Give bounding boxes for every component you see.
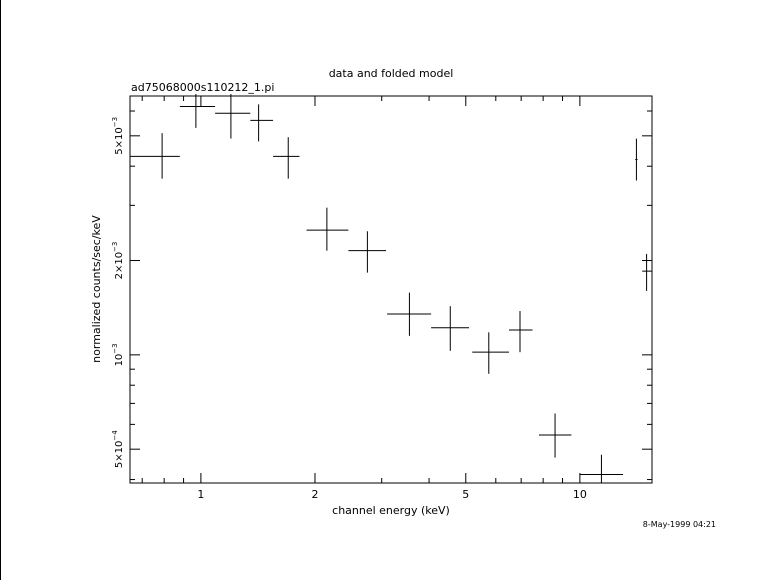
y-tick-mantissa: 10 <box>114 354 125 367</box>
x-tick-label: 5 <box>462 488 469 501</box>
x-tick-label: 10 <box>573 488 587 501</box>
chart-subtitle: ad75068000s110212_1.pi <box>131 81 274 94</box>
data-point <box>387 292 432 336</box>
y-tick-label: 2×10−3 <box>111 242 125 280</box>
axis-tick-labels: 1 2 5 105×10−410−32×10−35×10−3 <box>111 117 587 501</box>
y-tick-label-text: 10−3 <box>111 343 125 366</box>
data-points <box>130 93 652 483</box>
x-tick-label: 2 <box>311 488 318 501</box>
y-tick-exponent: −3 <box>111 117 119 127</box>
y-tick-label-text: 5×10−3 <box>111 117 125 155</box>
data-point <box>472 332 509 374</box>
y-tick-mantissa: 5×10 <box>114 441 125 468</box>
data-point <box>579 454 624 483</box>
data-point <box>642 253 652 291</box>
data-point <box>508 311 533 353</box>
data-point <box>250 104 274 142</box>
data-point <box>179 93 216 128</box>
y-tick-exponent: −3 <box>111 242 119 252</box>
data-point <box>348 231 387 273</box>
page-left-border <box>0 0 1 580</box>
data-point <box>130 133 180 179</box>
data-point <box>431 306 470 351</box>
data-point <box>215 93 251 139</box>
data-point <box>538 413 572 458</box>
plot-frame <box>129 95 653 484</box>
y-tick-label: 10−3 <box>111 343 125 366</box>
y-tick-mantissa: 5×10 <box>114 127 125 154</box>
axis-ticks <box>130 96 652 483</box>
data-point <box>635 138 638 181</box>
x-axis-label: channel energy (keV) <box>332 504 450 517</box>
y-tick-label: 5×10−4 <box>111 430 125 468</box>
y-tick-label-text: 2×10−3 <box>111 242 125 280</box>
timestamp: 8-May-1999 04:21 <box>643 520 716 529</box>
data-point <box>273 137 300 179</box>
y-tick-label-text: 5×10−4 <box>111 430 125 468</box>
x-tick-label: 1 <box>197 488 204 501</box>
y-tick-exponent: −3 <box>111 343 119 353</box>
y-axis-label: normalized counts/sec/keV <box>90 215 103 363</box>
y-tick-label: 5×10−3 <box>111 117 125 155</box>
data-point <box>306 207 349 251</box>
y-tick-exponent: −4 <box>111 430 119 441</box>
chart-title: data and folded model <box>329 67 454 80</box>
y-tick-mantissa: 2×10 <box>114 252 125 279</box>
